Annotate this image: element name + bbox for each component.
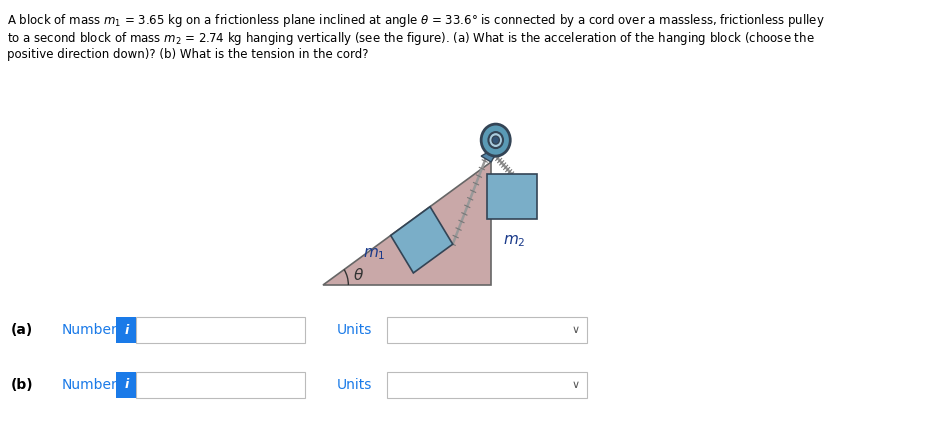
Bar bbox=[387, 372, 586, 398]
Text: $m_1$: $m_1$ bbox=[364, 247, 387, 262]
Text: ∨: ∨ bbox=[572, 380, 580, 390]
Polygon shape bbox=[486, 174, 537, 219]
Bar bbox=[116, 372, 136, 398]
Text: positive direction down)? (b) What is the tension in the cord?: positive direction down)? (b) What is th… bbox=[8, 48, 368, 61]
Text: i: i bbox=[125, 324, 129, 336]
Polygon shape bbox=[390, 207, 453, 273]
Text: A block of mass $m_1$ = 3.65 kg on a frictionless plane inclined at angle $\thet: A block of mass $m_1$ = 3.65 kg on a fri… bbox=[8, 12, 825, 29]
Bar bbox=[116, 317, 136, 343]
Text: (b): (b) bbox=[10, 378, 33, 392]
Text: Number: Number bbox=[62, 378, 118, 392]
Circle shape bbox=[481, 124, 510, 156]
Text: $m_2$: $m_2$ bbox=[503, 233, 526, 249]
Text: ∨: ∨ bbox=[572, 325, 580, 335]
Circle shape bbox=[492, 136, 500, 144]
Text: (a): (a) bbox=[10, 323, 33, 337]
Text: Units: Units bbox=[337, 378, 372, 392]
Bar bbox=[136, 317, 305, 343]
Bar bbox=[136, 372, 305, 398]
Circle shape bbox=[488, 132, 503, 148]
Polygon shape bbox=[323, 162, 491, 285]
Text: i: i bbox=[125, 378, 129, 392]
Text: $\theta$: $\theta$ bbox=[353, 267, 364, 283]
Bar bbox=[387, 317, 586, 343]
Text: Number: Number bbox=[62, 323, 118, 337]
Text: to a second block of mass $m_2$ = 2.74 kg hanging vertically (see the figure). (: to a second block of mass $m_2$ = 2.74 k… bbox=[8, 30, 815, 47]
Text: Units: Units bbox=[337, 323, 372, 337]
Polygon shape bbox=[481, 145, 500, 162]
